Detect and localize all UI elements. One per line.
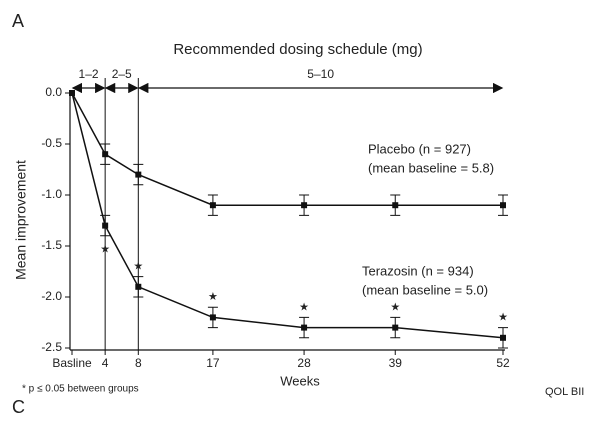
chart-title: Recommended dosing schedule (mg) bbox=[173, 41, 422, 58]
y-tick-label: 0.0 bbox=[45, 85, 62, 99]
data-point bbox=[102, 222, 109, 229]
data-point bbox=[392, 324, 399, 331]
panel-label: C bbox=[12, 397, 25, 417]
x-tick-label: 39 bbox=[389, 356, 403, 370]
significance-marker: ★ bbox=[133, 261, 143, 273]
data-point bbox=[102, 151, 109, 158]
x-tick-label: 28 bbox=[297, 356, 311, 370]
data-point bbox=[135, 283, 142, 290]
series-note: (mean baseline = 5.0) bbox=[362, 282, 488, 297]
data-point bbox=[135, 171, 142, 178]
y-axis-label: Mean improvement bbox=[13, 160, 29, 280]
series-label: Placebo (n = 927) bbox=[368, 141, 471, 156]
data-point bbox=[69, 90, 75, 96]
footnote: * p ≤ 0.05 between groups bbox=[22, 384, 139, 395]
side-label: QOL BII bbox=[545, 386, 584, 398]
data-point bbox=[209, 314, 216, 321]
series-label: Terazosin (n = 934) bbox=[362, 263, 474, 278]
y-tick-label: -1.5 bbox=[41, 238, 62, 252]
y-tick-label: -2.0 bbox=[41, 289, 62, 303]
data-point bbox=[500, 202, 506, 209]
x-tick-label: 4 bbox=[102, 356, 109, 370]
dosing-label: 5–10 bbox=[307, 67, 334, 81]
y-tick-label: -2.5 bbox=[41, 340, 62, 354]
data-point bbox=[392, 202, 399, 209]
data-point bbox=[301, 324, 308, 331]
significance-marker: ★ bbox=[498, 312, 508, 324]
dosing-label: 1–2 bbox=[79, 67, 99, 81]
y-tick-label: -0.5 bbox=[41, 136, 62, 150]
series-note: (mean baseline = 5.8) bbox=[368, 160, 494, 175]
data-point bbox=[209, 202, 216, 209]
x-tick-label: 17 bbox=[206, 356, 220, 370]
significance-marker: ★ bbox=[208, 291, 218, 303]
significance-marker: ★ bbox=[299, 301, 309, 313]
panel-label: A bbox=[12, 11, 24, 31]
significance-marker: ★ bbox=[390, 301, 400, 313]
series-line bbox=[71, 92, 504, 339]
data-point bbox=[301, 202, 308, 209]
data-point bbox=[500, 334, 506, 341]
significance-marker: ★ bbox=[100, 244, 110, 256]
x-tick-label: Basline bbox=[52, 356, 92, 370]
x-tick-label: 8 bbox=[135, 356, 142, 370]
dosing-label: 2–5 bbox=[112, 67, 132, 81]
x-axis-label: Weeks bbox=[280, 373, 320, 388]
x-tick-label: 52 bbox=[496, 356, 510, 370]
y-tick-label: -1.0 bbox=[41, 187, 62, 201]
